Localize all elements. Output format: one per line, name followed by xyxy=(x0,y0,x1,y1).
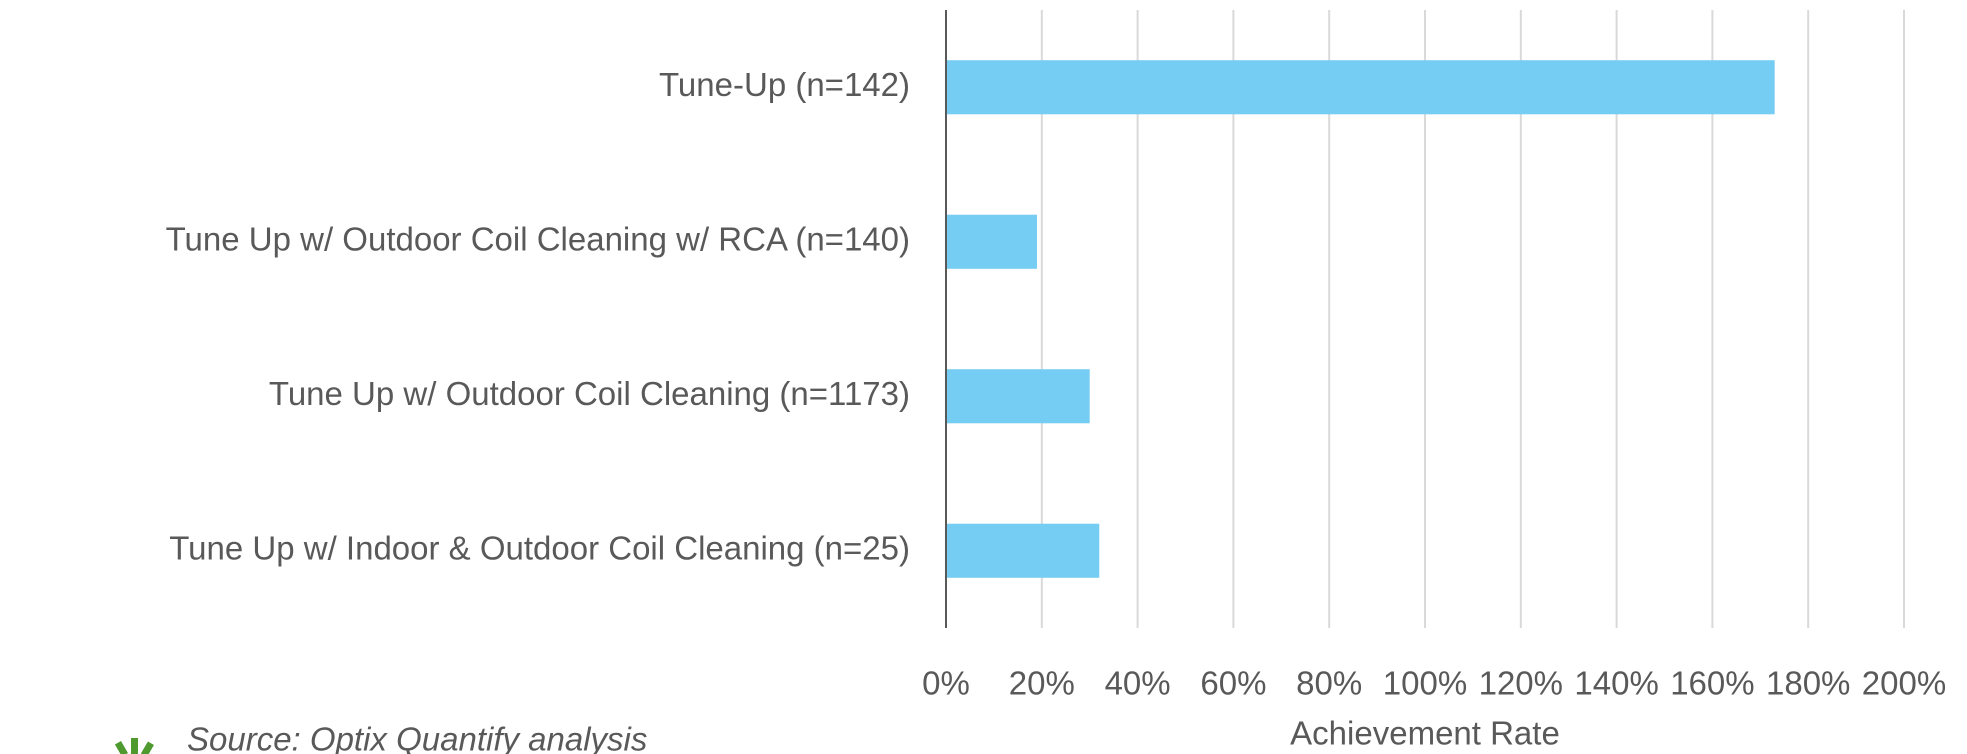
y-tick-label: Tune-Up (n=142) xyxy=(659,66,910,103)
bar xyxy=(946,214,1038,269)
y-tick-label: Tune Up w/ Indoor & Outdoor Coil Cleanin… xyxy=(169,529,910,566)
x-tick-label: 40% xyxy=(1105,665,1171,702)
x-tick-label: 200% xyxy=(1862,665,1946,702)
x-tick-label: 0% xyxy=(922,665,970,702)
y-tick-label: Tune Up w/ Outdoor Coil Cleaning w/ RCA … xyxy=(166,220,910,257)
x-tick-label: 20% xyxy=(1009,665,1075,702)
source-note: Source: Optix Quantify analysis xyxy=(187,721,647,754)
x-tick-label: 100% xyxy=(1383,665,1467,702)
x-tick-label: 180% xyxy=(1766,665,1850,702)
x-tick-label: 80% xyxy=(1296,665,1362,702)
bar xyxy=(946,60,1775,115)
x-tick-label: 120% xyxy=(1479,665,1563,702)
source-icon xyxy=(114,738,154,754)
bar xyxy=(946,523,1100,578)
bar xyxy=(946,369,1090,424)
x-tick-label: 160% xyxy=(1670,665,1754,702)
x-tick-label: 60% xyxy=(1200,665,1266,702)
x-tick-label: 140% xyxy=(1574,665,1658,702)
y-tick-label: Tune Up w/ Outdoor Coil Cleaning (n=1173… xyxy=(269,375,910,412)
x-axis-title: Achievement Rate xyxy=(1290,715,1560,752)
